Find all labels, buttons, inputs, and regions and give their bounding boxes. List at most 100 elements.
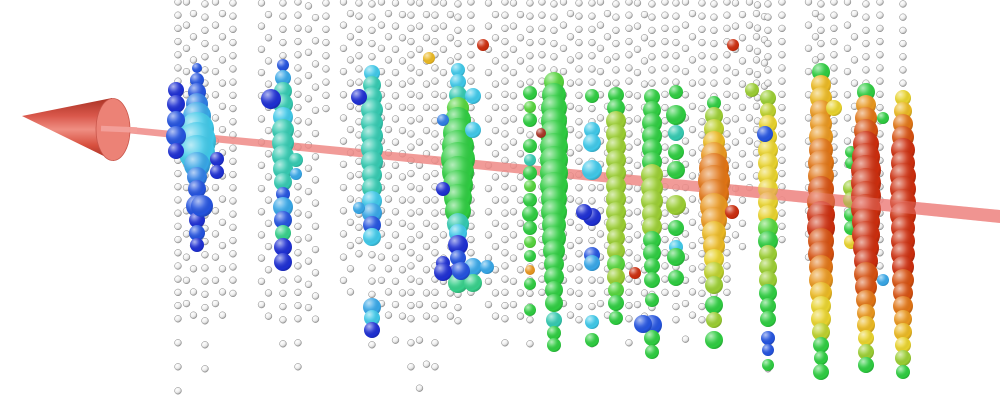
dom-unhit-dot xyxy=(745,67,754,76)
dom-unhit-dot xyxy=(346,79,355,87)
dom-unhit-dot xyxy=(294,339,302,347)
dom-unhit-dot xyxy=(764,66,772,74)
dom-unhit-dot xyxy=(625,339,633,347)
dom-hit-sphere-shading xyxy=(166,126,186,146)
dom-unhit-dot xyxy=(698,104,706,113)
dom-unhit-dot xyxy=(384,79,393,87)
dom-unhit-dot xyxy=(431,90,439,99)
dom-unhit-dot xyxy=(753,47,762,56)
dom-unhit-dot xyxy=(738,10,747,19)
dom-unhit-dot xyxy=(723,288,731,297)
dom-hit-sphere-shading xyxy=(858,357,874,373)
dom-unhit-dot xyxy=(633,92,642,100)
dom-unhit-dot xyxy=(339,91,348,99)
dom-unhit-dot xyxy=(625,262,633,270)
dom-unhit-dot xyxy=(731,0,740,7)
dom-hit-sphere-shading xyxy=(894,323,912,341)
dom-unhit-dot xyxy=(182,276,191,285)
dom-unhit-dot xyxy=(484,0,493,7)
dom-unhit-dot xyxy=(698,91,706,100)
dom-hit-sphere-shading xyxy=(523,113,537,127)
direction-arrow xyxy=(22,98,138,161)
dom-hit-sphere-shading xyxy=(452,262,470,280)
dom-unhit-dot xyxy=(229,78,237,86)
dom-hit-sphere-shading xyxy=(757,126,773,142)
dom-unhit-dot xyxy=(633,161,642,170)
dom-unhit-dot xyxy=(566,288,575,296)
dom-unhit-dot xyxy=(778,103,786,112)
dom-unhit-dot xyxy=(484,300,493,309)
dom-unhit-dot xyxy=(738,126,747,135)
dom-unhit-dot xyxy=(745,21,754,29)
dom-unhit-dot xyxy=(446,34,455,42)
dom-unhit-dot xyxy=(804,44,813,53)
dom-unhit-dot xyxy=(575,12,583,20)
dom-hit-sphere-shading xyxy=(826,100,842,116)
dom-hit-sphere-shading xyxy=(524,154,536,166)
dom-unhit-dot xyxy=(264,196,273,204)
dom-unhit-dot xyxy=(279,25,287,34)
dom-unhit-dot xyxy=(174,196,182,204)
dom-unhit-dot xyxy=(384,56,393,64)
dom-unhit-dot xyxy=(322,65,330,73)
dom-unhit-dot xyxy=(843,21,852,29)
dom-unhit-dot xyxy=(588,302,596,311)
dom-unhit-dot xyxy=(862,13,870,21)
dom-hit-sphere-shading xyxy=(643,244,661,262)
dom-unhit-dot xyxy=(566,56,575,64)
dom-unhit-dot xyxy=(439,68,448,77)
dom-unhit-dot xyxy=(633,45,642,54)
dom-unhit-dot xyxy=(257,22,266,30)
dom-unhit-dot xyxy=(294,183,302,191)
dom-unhit-dot xyxy=(778,209,786,217)
dom-unhit-dot xyxy=(778,64,786,72)
dom-unhit-dot xyxy=(778,51,786,59)
dom-unhit-dot xyxy=(538,37,546,46)
dom-unhit-dot xyxy=(431,64,439,72)
dom-unhit-dot xyxy=(509,254,518,262)
dom-hit-sphere-shading xyxy=(629,267,641,279)
dom-unhit-dot xyxy=(612,79,620,87)
dom-hit-sphere-shading xyxy=(524,278,536,290)
dom-hit-sphere-shading xyxy=(666,105,686,125)
dom-unhit-dot xyxy=(182,21,191,29)
dom-unhit-dot xyxy=(501,183,509,191)
dom-unhit-dot xyxy=(603,79,612,87)
dom-unhit-dot xyxy=(257,68,266,77)
dom-unhit-dot xyxy=(501,90,509,99)
dom-unhit-dot xyxy=(384,195,393,203)
dom-unhit-dot xyxy=(484,115,493,123)
dom-unhit-dot xyxy=(229,52,237,60)
dom-hit-sphere-shading xyxy=(668,270,684,286)
dom-unhit-dot xyxy=(311,245,320,254)
dom-unhit-dot xyxy=(862,53,870,61)
dom-unhit-dot xyxy=(294,275,302,283)
dom-unhit-dot xyxy=(311,106,320,115)
dom-unhit-dot xyxy=(723,117,731,125)
dom-unhit-dot xyxy=(778,156,786,165)
dom-unhit-dot xyxy=(398,196,407,204)
dom-unhit-dot xyxy=(391,184,400,193)
dom-unhit-dot xyxy=(346,218,355,227)
dom-unhit-dot xyxy=(688,172,697,180)
dom-unhit-dot xyxy=(264,266,273,274)
dom-unhit-dot xyxy=(738,173,747,181)
dom-unhit-dot xyxy=(398,103,407,112)
dom-hit-sphere-shading xyxy=(576,204,592,220)
dom-unhit-dot xyxy=(431,77,439,85)
dom-unhit-dot xyxy=(640,57,649,65)
dom-unhit-dot xyxy=(355,236,363,245)
dom-unhit-dot xyxy=(575,157,583,166)
dom-unhit-dot xyxy=(899,79,907,87)
dom-unhit-dot xyxy=(516,126,525,135)
dom-hit-sphere-shading xyxy=(644,89,660,105)
dom-unhit-dot xyxy=(484,138,493,146)
dom-unhit-dot xyxy=(550,0,558,8)
dom-unhit-dot xyxy=(201,277,209,285)
dom-unhit-dot xyxy=(384,33,393,41)
dom-unhit-dot xyxy=(201,317,209,325)
dom-unhit-dot xyxy=(454,13,462,21)
dom-unhit-dot xyxy=(509,231,518,239)
dom-unhit-dot xyxy=(738,80,747,88)
